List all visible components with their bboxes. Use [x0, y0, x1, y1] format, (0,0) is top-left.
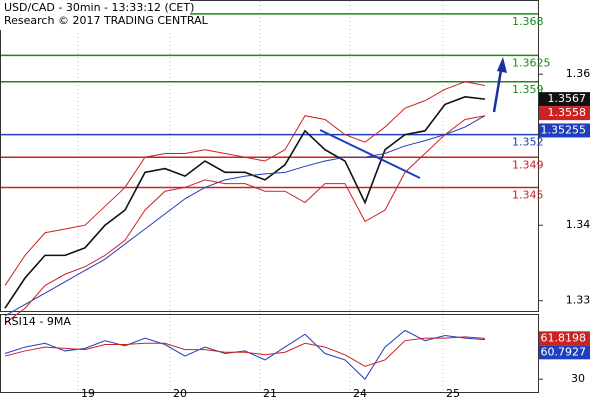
- y-tick-label: 30: [571, 372, 585, 385]
- y-tick-label: 1.33: [566, 294, 590, 307]
- price-box: [539, 106, 590, 121]
- y-tick-label: 1.34: [566, 218, 590, 231]
- series-line: [4, 336, 486, 367]
- price-box-label: 1.35255: [541, 123, 587, 136]
- series-line: [4, 329, 486, 380]
- series-line: [4, 115, 486, 317]
- x-tick-label: 19: [81, 387, 95, 400]
- trend-line: [319, 129, 421, 179]
- price-box: [539, 92, 590, 107]
- x-tick-label: 25: [446, 387, 460, 400]
- price-box-label: 1.3567: [548, 92, 587, 105]
- level-label: 1.3625: [512, 56, 551, 69]
- price-box-label: 61.8198: [541, 331, 587, 344]
- series-line: [4, 96, 486, 309]
- level-label: 1.359: [512, 83, 544, 96]
- arrow-head: [497, 57, 507, 73]
- level-label: 1.345: [512, 188, 544, 201]
- series-line: [4, 81, 486, 286]
- x-tick-label: 21: [263, 387, 277, 400]
- level-label: 1.352: [512, 136, 544, 149]
- price-box: [539, 345, 590, 360]
- header-box: [0, 0, 190, 30]
- series-line: [4, 115, 486, 324]
- price-box-label: 1.3558: [548, 106, 587, 119]
- level-label: 1.349: [512, 158, 544, 171]
- panel-title: RSI14 - 9MA: [4, 315, 71, 328]
- x-tick-label: 20: [173, 387, 187, 400]
- price-box: [539, 123, 590, 138]
- price-box: [539, 331, 590, 346]
- x-tick-label: 24: [353, 387, 367, 400]
- level-label: 1.368: [512, 15, 544, 28]
- chart-title: USD/CAD - 30min - 13:33:12 (CET): [4, 1, 194, 14]
- y-tick-label: 1.36: [566, 67, 590, 80]
- forecast-arrow: [492, 63, 504, 113]
- chart-subtitle: Research © 2017 TRADING CENTRAL: [4, 14, 209, 27]
- main-panel: [0, 0, 539, 312]
- price-box-label: 60.7927: [541, 345, 587, 358]
